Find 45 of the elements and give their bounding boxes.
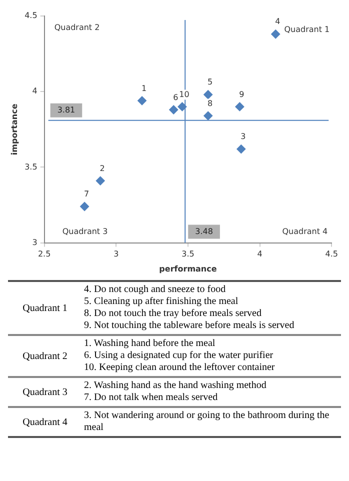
ref-line-label: 3.81 <box>57 105 76 114</box>
annotation: Quadrant 2 <box>54 23 100 32</box>
text: Quadrant 1 <box>22 302 68 316</box>
point <box>178 102 187 112</box>
ref-line-label: 3.48 <box>195 226 213 236</box>
annotation: 4 <box>275 17 280 26</box>
x-tick-label: 2.5 <box>38 250 51 259</box>
text: Quadrant 4 <box>22 416 68 430</box>
annotation: 3 <box>240 132 246 142</box>
x-tick-label: 3.5 <box>182 250 194 259</box>
point <box>80 202 90 212</box>
text: Quadrant 2 <box>22 350 68 364</box>
y-axis-title: importance <box>10 103 19 156</box>
annotation: 8 <box>208 98 213 108</box>
text: 2. Washing hand as the hand washing method 7. Do not talk when meals served <box>84 380 268 404</box>
point <box>204 90 213 100</box>
annotation: 7 <box>84 190 90 199</box>
y-tick-label: 3.5 <box>24 162 38 172</box>
annotation: 6 <box>173 92 178 102</box>
annotation: 9 <box>239 90 244 99</box>
annotation: 2 <box>100 164 105 173</box>
text: Quadrant 3 <box>22 386 68 400</box>
annotation: 5 <box>208 78 213 87</box>
text: 3. Not wandering around or going to the bathroom during the meal <box>84 410 330 434</box>
annotation: Quadrant 4 <box>282 226 328 236</box>
text: 1. Washing hand before the meal 6. Using a designated cup for the water purifier 10. Keeping clean around the leftover container <box>84 338 276 374</box>
x-tick-label: 4.5 <box>325 250 338 259</box>
x-tick-label: 4 <box>257 250 262 259</box>
x-axis-title: performance <box>159 264 218 274</box>
point <box>235 102 244 112</box>
point <box>204 111 213 120</box>
annotation: Quadrant 3 <box>62 226 108 236</box>
point <box>236 144 246 154</box>
y-tick-label: 4.5 <box>24 11 38 20</box>
point <box>138 96 147 106</box>
point <box>96 176 105 186</box>
annotation: Quadrant 1 <box>284 25 330 34</box>
annotation: 1 <box>141 84 147 93</box>
annotation: 10 <box>179 90 190 99</box>
x-tick-label: 3 <box>114 250 119 259</box>
y-tick-label: 4 <box>32 86 38 96</box>
point <box>169 105 178 114</box>
point <box>271 30 280 39</box>
y-tick-label: 3 <box>32 238 38 247</box>
text: 4. Do not cough and sneeze to food 5. Cleaning up after finishing the meal 8. Do not touch the tray before meals served 9. Not touching the tableware before meals is served <box>84 284 296 332</box>
